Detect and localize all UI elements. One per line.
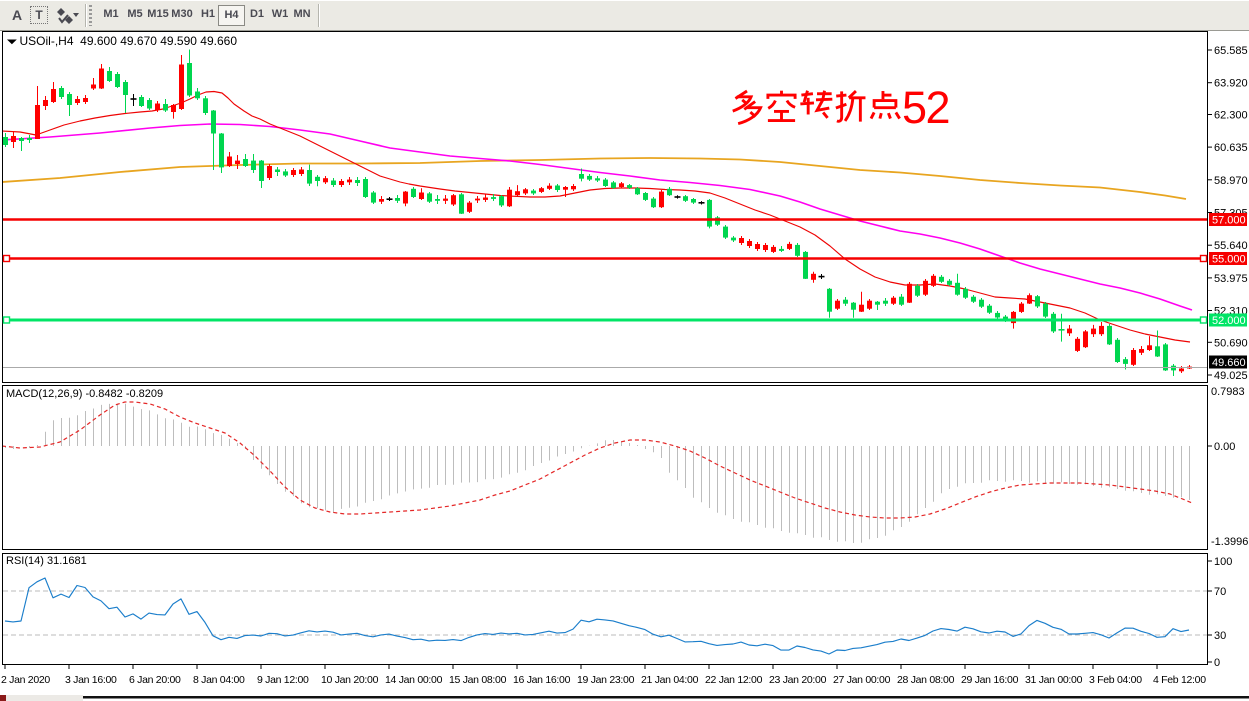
svg-text:0: 0 <box>1214 657 1220 669</box>
svg-text:3 Jan 16:00: 3 Jan 16:00 <box>65 674 117 686</box>
svg-text:31 Jan 00:00: 31 Jan 00:00 <box>1025 674 1083 686</box>
svg-text:49.025: 49.025 <box>1214 370 1248 382</box>
svg-text:52: 52 <box>902 82 949 133</box>
svg-text:2 Jan 2020: 2 Jan 2020 <box>1 674 50 686</box>
svg-text:52.000: 52.000 <box>1212 315 1246 327</box>
svg-text:50.690: 50.690 <box>1214 337 1248 349</box>
svg-text:23 Jan 20:00: 23 Jan 20:00 <box>769 674 827 686</box>
svg-text:14 Jan 00:00: 14 Jan 00:00 <box>385 674 443 686</box>
svg-text:0.00: 0.00 <box>1214 441 1235 453</box>
svg-text:55.000: 55.000 <box>1212 254 1246 266</box>
svg-text:19 Jan 23:00: 19 Jan 23:00 <box>577 674 635 686</box>
svg-text:6 Jan 20:00: 6 Jan 20:00 <box>129 674 181 686</box>
svg-text:-1.3996: -1.3996 <box>1211 536 1248 548</box>
svg-text:30: 30 <box>1214 630 1226 642</box>
svg-text:15 Jan 08:00: 15 Jan 08:00 <box>449 674 507 686</box>
svg-text:29 Jan 16:00: 29 Jan 16:00 <box>961 674 1019 686</box>
svg-text:8 Jan 04:00: 8 Jan 04:00 <box>193 674 245 686</box>
svg-text:21 Jan 04:00: 21 Jan 04:00 <box>641 674 699 686</box>
svg-text:49.660: 49.660 <box>1212 357 1246 369</box>
svg-text:3 Feb 04:00: 3 Feb 04:00 <box>1089 674 1142 686</box>
svg-text:28 Jan 08:00: 28 Jan 08:00 <box>897 674 955 686</box>
svg-text:9 Jan 12:00: 9 Jan 12:00 <box>257 674 309 686</box>
svg-text:62.300: 62.300 <box>1214 110 1248 122</box>
svg-text:10 Jan 20:00: 10 Jan 20:00 <box>321 674 379 686</box>
svg-text:27 Jan 00:00: 27 Jan 00:00 <box>833 674 891 686</box>
svg-text:0.7983: 0.7983 <box>1211 386 1245 398</box>
svg-text:16 Jan 16:00: 16 Jan 16:00 <box>513 674 571 686</box>
svg-text:63.920: 63.920 <box>1214 78 1248 90</box>
svg-text:USOil-,H4 49.600 49.670 49.59: USOil-,H4 49.600 49.670 49.590 49.660 <box>20 34 238 48</box>
svg-text:RSI(14) 31.1681: RSI(14) 31.1681 <box>6 555 87 567</box>
svg-text:MACD(12,26,9) -0.8482 -0.8209: MACD(12,26,9) -0.8482 -0.8209 <box>6 388 163 400</box>
svg-text:55.640: 55.640 <box>1214 240 1248 252</box>
svg-text:22 Jan 12:00: 22 Jan 12:00 <box>705 674 763 686</box>
svg-text:58.970: 58.970 <box>1214 175 1248 187</box>
svg-text:65.585: 65.585 <box>1214 45 1248 57</box>
svg-text:60.635: 60.635 <box>1214 142 1248 154</box>
svg-text:57.000: 57.000 <box>1212 215 1246 227</box>
svg-text:70: 70 <box>1214 586 1226 598</box>
svg-text:53.975: 53.975 <box>1214 273 1248 285</box>
svg-text:100: 100 <box>1214 556 1232 568</box>
svg-text:4 Feb 12:00: 4 Feb 12:00 <box>1153 674 1206 686</box>
